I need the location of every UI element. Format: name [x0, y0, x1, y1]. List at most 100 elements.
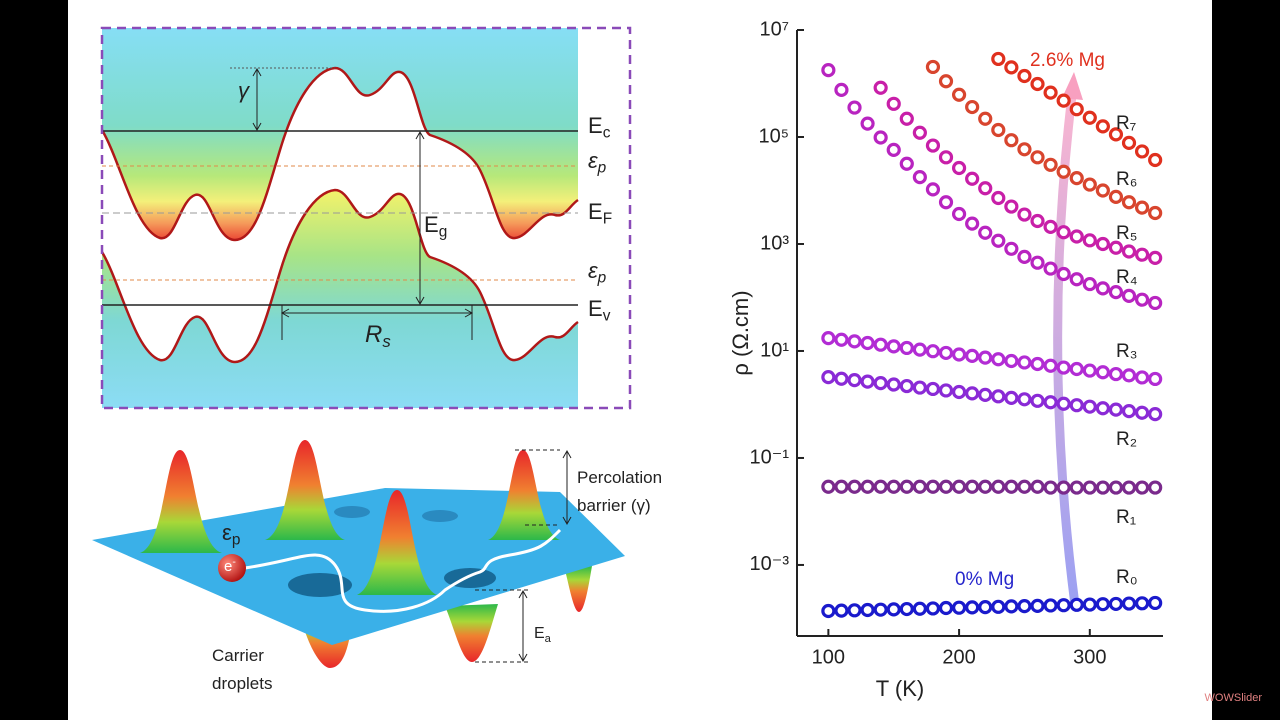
data-point [965, 171, 980, 186]
data-point [1030, 76, 1045, 92]
guide [475, 449, 560, 663]
data-point [965, 348, 980, 363]
data-point [886, 602, 901, 617]
data-point [1134, 480, 1150, 495]
data-point [912, 169, 927, 185]
label-sub: v [603, 308, 611, 325]
label-sub: F [603, 211, 612, 228]
data-point [965, 386, 980, 401]
data-point [951, 160, 967, 176]
data-point [1108, 240, 1124, 255]
data-point [951, 479, 967, 494]
data-point [847, 479, 862, 494]
data-point [834, 603, 849, 618]
data-point [938, 150, 954, 165]
label-main: barrier (γ) [577, 496, 651, 515]
data-point [873, 602, 888, 617]
data-point [1030, 479, 1045, 494]
x-tick-label: 300 [1073, 646, 1106, 668]
data-point [1017, 249, 1032, 264]
data-point [978, 479, 993, 494]
data-point [886, 339, 901, 354]
data-point [965, 216, 980, 231]
data-point [860, 479, 875, 494]
y-tick-label: 10⁻³ [750, 553, 790, 575]
data-point [1134, 405, 1150, 420]
data-point [1082, 276, 1097, 292]
data-point [965, 479, 980, 494]
data-point [938, 600, 954, 616]
data-point [925, 601, 941, 616]
trend-arrow-head [1062, 72, 1083, 100]
data-point [834, 479, 849, 494]
annotation: 0% Mg [955, 569, 1014, 590]
data-point [1108, 366, 1124, 382]
series-label: R₂ [1116, 429, 1137, 450]
data-point [978, 600, 993, 615]
well [422, 510, 458, 522]
conduction-edge [100, 66, 579, 242]
data-point [1095, 236, 1110, 252]
label-sup: - [232, 556, 236, 568]
data-point [834, 332, 849, 347]
data-point [938, 383, 954, 398]
label-sub: c [603, 125, 611, 142]
label-main: droplets [212, 674, 272, 693]
label: Ea [534, 625, 552, 645]
data-point [912, 380, 927, 395]
data-point [1121, 135, 1137, 150]
data-point [1056, 598, 1071, 613]
data-point [1043, 157, 1058, 172]
x-tick-label: 100 [812, 646, 845, 668]
label: εp [222, 520, 240, 549]
data-point [1043, 261, 1058, 276]
label-sub: a [545, 633, 552, 645]
annotation: 2.6% Mg [1030, 50, 1105, 71]
data-point [899, 156, 914, 171]
data-point [938, 195, 954, 210]
data-point [1148, 295, 1163, 311]
barrier [488, 450, 560, 540]
label-main: R [365, 321, 382, 348]
x-tick-label: 200 [942, 646, 975, 668]
data-point [1043, 480, 1058, 495]
label-main: E [588, 113, 603, 138]
data-point [925, 59, 941, 75]
data-point [1043, 219, 1058, 234]
data-point [991, 122, 1006, 138]
data-point [1134, 144, 1150, 159]
data-point [873, 479, 888, 494]
data-point [1121, 404, 1137, 419]
data-point [1134, 596, 1150, 611]
label-main: E [424, 212, 439, 237]
data-point [1095, 401, 1110, 416]
data-point [1004, 241, 1019, 256]
droplet [445, 604, 498, 662]
data-point [1134, 292, 1150, 307]
well [334, 506, 370, 518]
data-point [886, 96, 901, 111]
data-point [912, 601, 927, 616]
data-point [1108, 596, 1124, 612]
data-point [1069, 398, 1084, 413]
label-main: Percolation [577, 468, 662, 487]
data-point [1017, 207, 1032, 222]
data-point [1017, 355, 1032, 370]
data-point [951, 206, 967, 222]
label-main: ε [588, 148, 598, 173]
data-point [1095, 597, 1110, 612]
label-sub: p [597, 160, 607, 177]
data-point [951, 87, 967, 102]
data-point [1148, 371, 1163, 387]
data-point [1004, 133, 1019, 148]
series-label: R₆ [1116, 169, 1137, 190]
data-point [978, 350, 993, 365]
label-main: γ [238, 78, 251, 103]
data-point [1095, 119, 1110, 134]
data-point [951, 384, 967, 400]
data-point [1017, 599, 1032, 614]
y-tick-label: 10⁵ [758, 125, 789, 147]
data-point [834, 82, 849, 98]
data-point [1148, 152, 1163, 168]
data-point [1069, 171, 1084, 186]
